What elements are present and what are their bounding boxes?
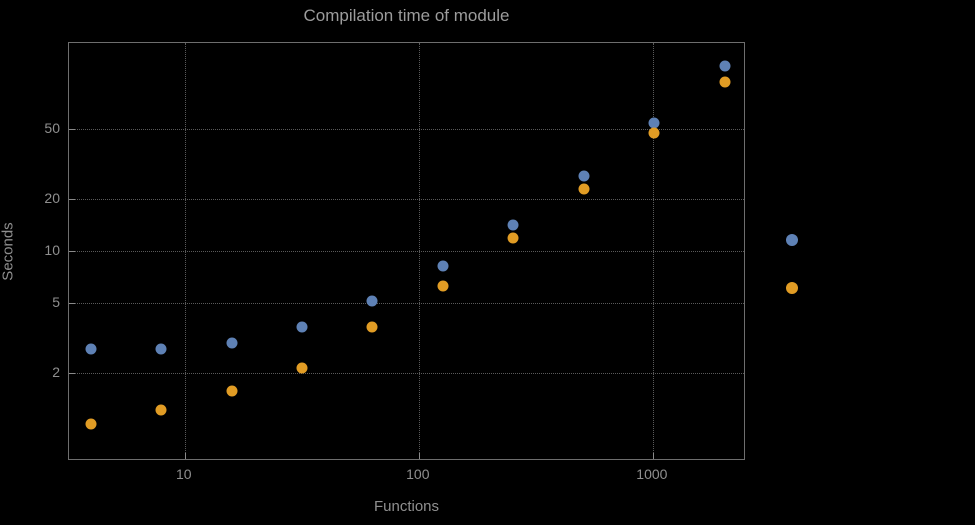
x-tick-mark-10 bbox=[184, 453, 186, 459]
data-point-series-blue bbox=[366, 295, 378, 307]
data-point-series-blue bbox=[85, 343, 97, 355]
data-point-series-orange bbox=[85, 418, 97, 430]
y-tick-label-10: 10 bbox=[44, 241, 60, 258]
y-tick-label-20: 20 bbox=[44, 189, 60, 206]
data-point-series-orange bbox=[648, 127, 660, 139]
y-tick-label-2: 2 bbox=[52, 363, 60, 380]
data-point-series-orange bbox=[578, 183, 590, 195]
y-tick-label-5: 5 bbox=[52, 294, 60, 311]
y-tick-mark-50 bbox=[69, 129, 75, 131]
y-tick-mark-2 bbox=[69, 372, 75, 374]
data-point-series-blue bbox=[437, 260, 449, 272]
x-tick-label-100: 100 bbox=[406, 466, 430, 482]
y-tick-label-50: 50 bbox=[44, 120, 60, 137]
data-point-series-orange bbox=[366, 321, 378, 333]
x-tick-label-10: 10 bbox=[176, 466, 192, 482]
data-point-series-orange bbox=[296, 362, 308, 374]
data-point-series-orange bbox=[155, 404, 167, 416]
y-tick-mark-10 bbox=[69, 250, 75, 252]
legend bbox=[784, 0, 824, 525]
x-axis-label: Functions bbox=[373, 498, 440, 515]
data-point-series-blue bbox=[296, 321, 308, 333]
gridline-y-20 bbox=[69, 198, 744, 200]
gridline-y-5 bbox=[69, 303, 744, 305]
x-tick-mark-1000 bbox=[652, 453, 654, 459]
gridline-y-2 bbox=[69, 372, 744, 374]
gridline-y-50 bbox=[69, 129, 744, 131]
data-point-series-blue bbox=[719, 60, 731, 71]
data-point-series-orange bbox=[719, 76, 731, 88]
y-axis-label: Seconds bbox=[0, 222, 17, 281]
data-point-series-blue bbox=[226, 337, 238, 349]
x-tick-mark-100 bbox=[418, 453, 420, 459]
y-tick-mark-20 bbox=[69, 198, 75, 200]
chart-title: Compilation time of module bbox=[303, 6, 510, 25]
y-tick-mark-5 bbox=[69, 303, 75, 305]
data-point-series-blue bbox=[578, 170, 590, 182]
data-point-series-blue bbox=[507, 219, 519, 231]
legend-marker-0 bbox=[786, 234, 798, 246]
data-point-series-orange bbox=[437, 280, 449, 292]
data-point-series-orange bbox=[507, 232, 519, 244]
legend-marker-1 bbox=[786, 282, 798, 294]
data-point-series-blue bbox=[648, 117, 660, 129]
x-tick-label-1000: 1000 bbox=[636, 466, 668, 482]
plot-area bbox=[68, 42, 745, 460]
data-point-series-orange bbox=[226, 385, 238, 397]
data-point-series-blue bbox=[155, 343, 167, 355]
gridline-y-10 bbox=[69, 250, 744, 252]
